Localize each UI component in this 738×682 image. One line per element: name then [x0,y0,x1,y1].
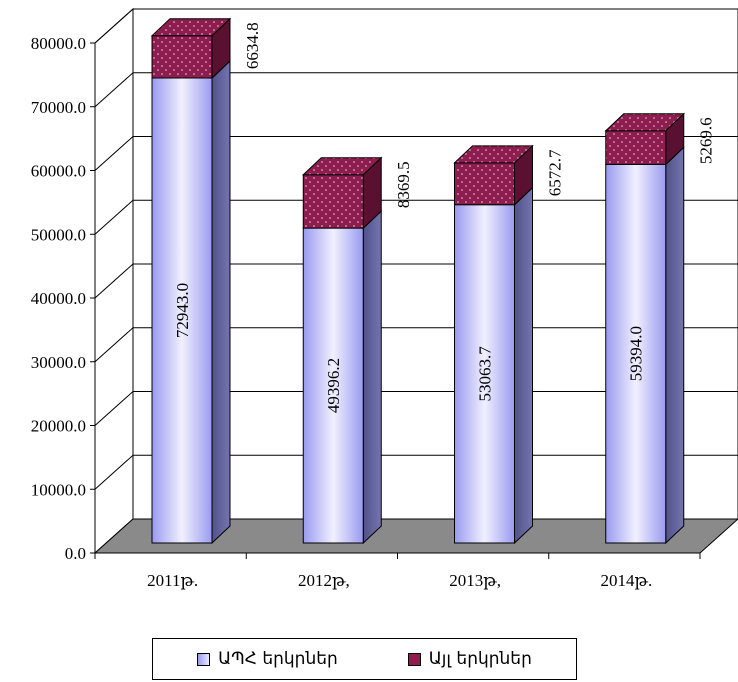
bars [150,17,686,545]
y-tick-label: 20000.0 [31,417,86,436]
gridline-side [94,199,134,235]
bar-series-1 [302,227,364,544]
bar-top-series-2 [604,113,686,132]
bar-top-series-2 [453,145,534,164]
y-tick-label: 70000.0 [31,98,86,117]
x-tick-label: 2014թ. [601,571,653,590]
y-axis: 0.0 10000.0 20000.0 30000.0 40000.0 50000.0 60… [31,34,701,590]
bar-series-2 [605,130,667,165]
gridline-side [94,72,134,108]
x-tick-label: 2012թ, [298,571,350,590]
gridline-side [94,8,134,44]
gridline-side [94,327,134,363]
x-tick-label: 2013թ, [449,571,501,590]
bar-series-2 [151,35,213,79]
y-tick-label: 40000.0 [31,289,86,308]
bar-series-1 [151,77,213,544]
bar-series-2 [302,174,364,229]
legend-label-series-1: ԱՊՀ երկրներ [218,649,338,669]
gridline-side [94,454,134,490]
y-tick-label: 60000.0 [31,162,86,181]
y-tick-label: 0.0 [65,544,86,563]
y-tick-label: 10000.0 [31,480,86,499]
y-tick-label: 30000.0 [31,353,86,372]
data-label-series-2: 8369.5 [394,161,413,208]
gridline-side [94,263,134,299]
bar-side-series-1 [211,59,231,545]
legend-swatch-series-1 [197,652,211,666]
legend-label-series-2: Այլ երկրներ [428,649,532,669]
bar-side-series-1 [665,146,685,545]
gridline-side [94,391,134,426]
data-label-series-2: 5269.6 [697,117,716,164]
data-label-series-1: 72943.0 [173,283,192,338]
data-label-series-1: 59394.0 [627,326,646,381]
bar-top-series-2 [150,18,232,37]
data-label-series-2: 6634.8 [243,22,262,69]
legend-item-series-1: ԱՊՀ երկրներ [197,649,338,669]
legend: ԱՊՀ երկրներ Այլ երկրներ [152,638,577,680]
bar-side-series-1 [362,209,382,545]
data-label-series-1: 53063.7 [476,346,495,402]
bar-series-1 [454,204,515,544]
x-tick-label: 2011թ. [147,571,198,590]
chart: 0.0 10000.0 20000.0 30000.0 40000.0 50000.0 60… [31,7,738,590]
y-tick-label: 80000.0 [31,34,86,53]
bar-series-2 [454,162,515,206]
gridline-side [94,136,134,171]
legend-item-series-2: Այլ երկրներ [407,649,532,669]
legend-swatch-series-2 [407,652,421,666]
data-label-series-1: 49396.2 [324,358,343,413]
data-label-series-2: 6572.7 [546,149,565,196]
bar-top-series-2 [301,157,383,176]
y-tick-label: 50000.0 [31,225,86,244]
bar-side-series-1 [514,186,533,545]
data-labels: 72943.0 6634.8 49396.2 8369.5 53063.7 6572.7 5… [173,22,716,413]
